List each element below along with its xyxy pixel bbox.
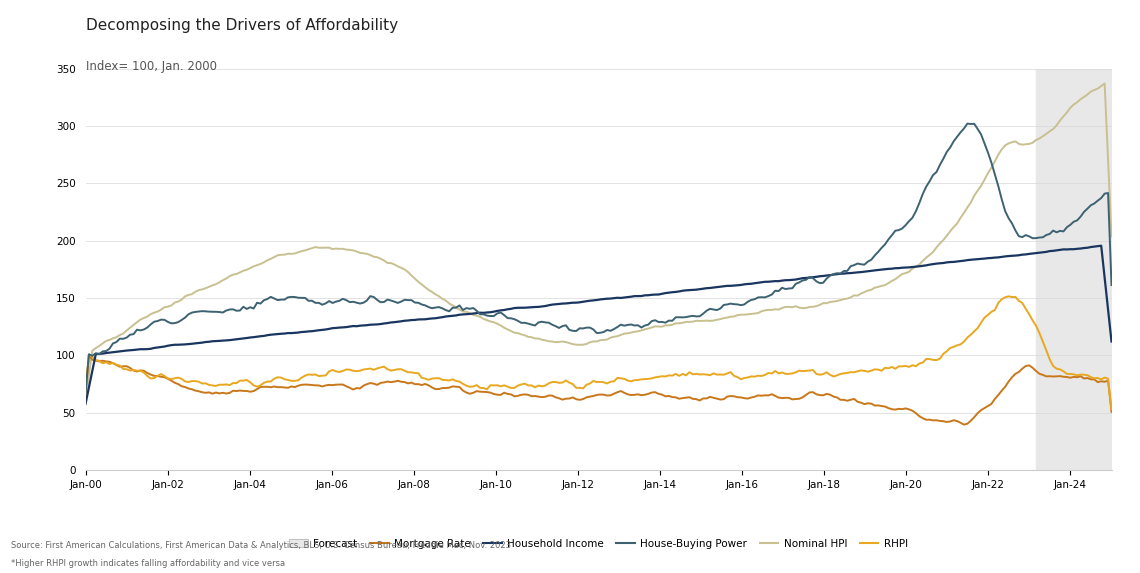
Text: Source: First American Calculations, First American Data & Analytics, BLS, U.S. : Source: First American Calculations, Fir… (11, 541, 512, 551)
Text: Decomposing the Drivers of Affordability: Decomposing the Drivers of Affordability (86, 18, 398, 33)
Text: *Higher RHPI growth indicates falling affordability and vice versa: *Higher RHPI growth indicates falling af… (11, 559, 285, 568)
Bar (1036, 69, 1112, 470)
Text: Index= 100, Jan. 2000: Index= 100, Jan. 2000 (86, 60, 217, 73)
Legend: Forecast, Mortgage Rate, Household Income, House-Buying Power, Nominal HPI, RHPI: Forecast, Mortgage Rate, Household Incom… (285, 535, 912, 553)
